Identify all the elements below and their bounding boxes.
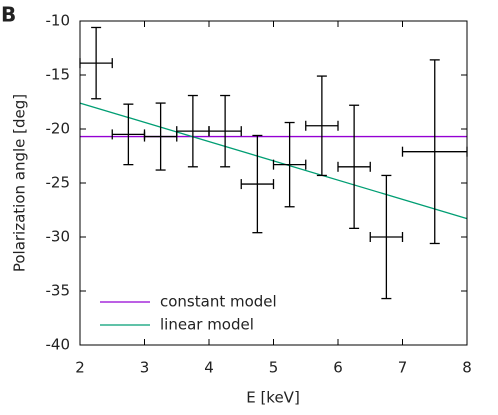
y-tick-label: -30 <box>46 228 71 246</box>
legend-label: linear model <box>160 316 254 334</box>
plot-frame <box>79 20 468 346</box>
y-tick-label: -20 <box>46 120 71 138</box>
y-tick-label: -10 <box>46 12 71 30</box>
x-tick-label: 7 <box>398 359 408 377</box>
y-tick-label: -15 <box>46 66 71 84</box>
y-tick-label: -35 <box>46 282 71 300</box>
x-tick-label: 3 <box>140 359 150 377</box>
legend-label: constant model <box>160 293 277 311</box>
y-tick-label: -25 <box>46 174 71 192</box>
y-axis-label: Polarization angle [deg] <box>11 94 29 272</box>
x-axis-label: E [keV] <box>246 389 300 407</box>
x-tick-label: 5 <box>269 359 279 377</box>
x-tick-label: 8 <box>462 359 472 377</box>
x-tick-label: 2 <box>75 359 85 377</box>
y-tick-label: -40 <box>46 336 71 354</box>
panel-label: B <box>1 3 16 27</box>
x-tick-label: 6 <box>333 359 343 377</box>
x-tick-label: 4 <box>204 359 214 377</box>
